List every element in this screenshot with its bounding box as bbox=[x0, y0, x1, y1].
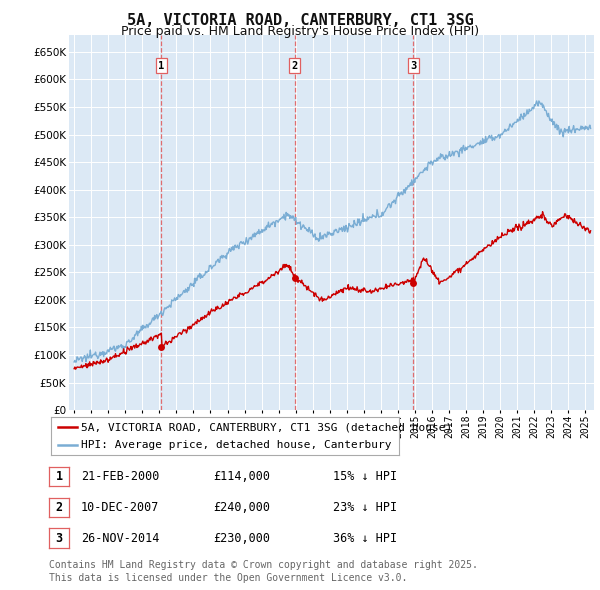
Text: £240,000: £240,000 bbox=[213, 501, 270, 514]
Text: Contains HM Land Registry data © Crown copyright and database right 2025.
This d: Contains HM Land Registry data © Crown c… bbox=[49, 560, 478, 583]
Text: HPI: Average price, detached house, Canterbury: HPI: Average price, detached house, Cant… bbox=[80, 440, 391, 450]
Text: 1: 1 bbox=[158, 61, 164, 71]
Text: 2: 2 bbox=[292, 61, 298, 71]
Text: 36% ↓ HPI: 36% ↓ HPI bbox=[333, 532, 397, 545]
Text: 21-FEB-2000: 21-FEB-2000 bbox=[81, 470, 160, 483]
Text: 26-NOV-2014: 26-NOV-2014 bbox=[81, 532, 160, 545]
Text: Price paid vs. HM Land Registry's House Price Index (HPI): Price paid vs. HM Land Registry's House … bbox=[121, 25, 479, 38]
Text: 5A, VICTORIA ROAD, CANTERBURY, CT1 3SG: 5A, VICTORIA ROAD, CANTERBURY, CT1 3SG bbox=[127, 13, 473, 28]
Text: 10-DEC-2007: 10-DEC-2007 bbox=[81, 501, 160, 514]
Text: 23% ↓ HPI: 23% ↓ HPI bbox=[333, 501, 397, 514]
Text: 1: 1 bbox=[56, 470, 62, 483]
Text: 3: 3 bbox=[410, 61, 416, 71]
Text: 5A, VICTORIA ROAD, CANTERBURY, CT1 3SG (detached house): 5A, VICTORIA ROAD, CANTERBURY, CT1 3SG (… bbox=[80, 422, 452, 432]
Text: £230,000: £230,000 bbox=[213, 532, 270, 545]
Text: 3: 3 bbox=[56, 532, 62, 545]
Text: 15% ↓ HPI: 15% ↓ HPI bbox=[333, 470, 397, 483]
Text: 2: 2 bbox=[56, 501, 62, 514]
Text: £114,000: £114,000 bbox=[213, 470, 270, 483]
